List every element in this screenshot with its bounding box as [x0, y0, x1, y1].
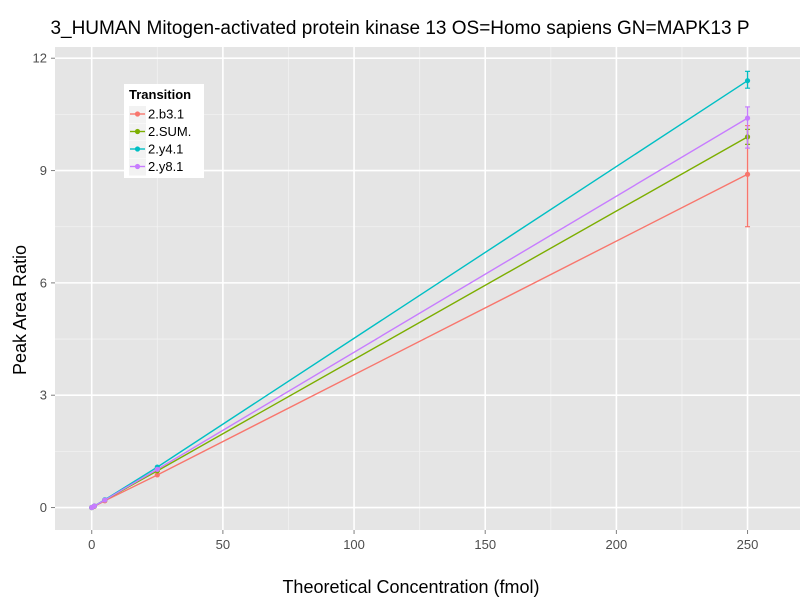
x-tick-label: 150	[474, 537, 496, 552]
data-point	[744, 171, 751, 177]
chart-title: 3_HUMAN Mitogen-activated protein kinase…	[50, 18, 749, 39]
y-tick-label: 12	[33, 51, 47, 66]
data-point	[744, 78, 751, 84]
y-tick-label: 3	[40, 388, 47, 403]
x-tick-label: 250	[737, 537, 759, 552]
legend-entry-label: 2.b3.1	[148, 107, 184, 122]
legend-entry-label: 2.y4.1	[148, 142, 183, 157]
x-tick-label: 0	[88, 537, 95, 552]
y-tick-label: 9	[40, 163, 47, 178]
x-tick-label: 50	[216, 537, 230, 552]
x-tick-label: 100	[343, 537, 365, 552]
data-point	[744, 115, 751, 121]
data-point	[154, 466, 160, 472]
legend-title: Transition	[129, 87, 191, 102]
series-layer	[89, 70, 751, 511]
legend-key-point	[134, 146, 141, 152]
legend-key-point	[134, 128, 141, 135]
legend: Transition 2.b3.1 2.SUM. 2.y4.1 2.y8.1	[124, 84, 204, 178]
legend-entry-label: 2.y8.1	[148, 159, 183, 174]
x-tick-label: 200	[606, 537, 628, 552]
data-point	[102, 497, 108, 503]
data-point	[154, 472, 160, 478]
legend-key-point	[134, 163, 141, 170]
y-tick-label: 0	[40, 500, 47, 515]
y-tick-label: 6	[40, 275, 47, 290]
y-axis-label: Peak Area Ratio	[10, 245, 30, 375]
legend-key-point	[134, 111, 141, 117]
data-point	[91, 503, 97, 509]
x-axis-label: Theoretical Concentration (fmol)	[282, 577, 539, 597]
legend-entry-label: 2.SUM.	[148, 124, 191, 139]
axis-layer: 0 50 100 150 200 250 0 3 6 9 12	[33, 51, 759, 552]
